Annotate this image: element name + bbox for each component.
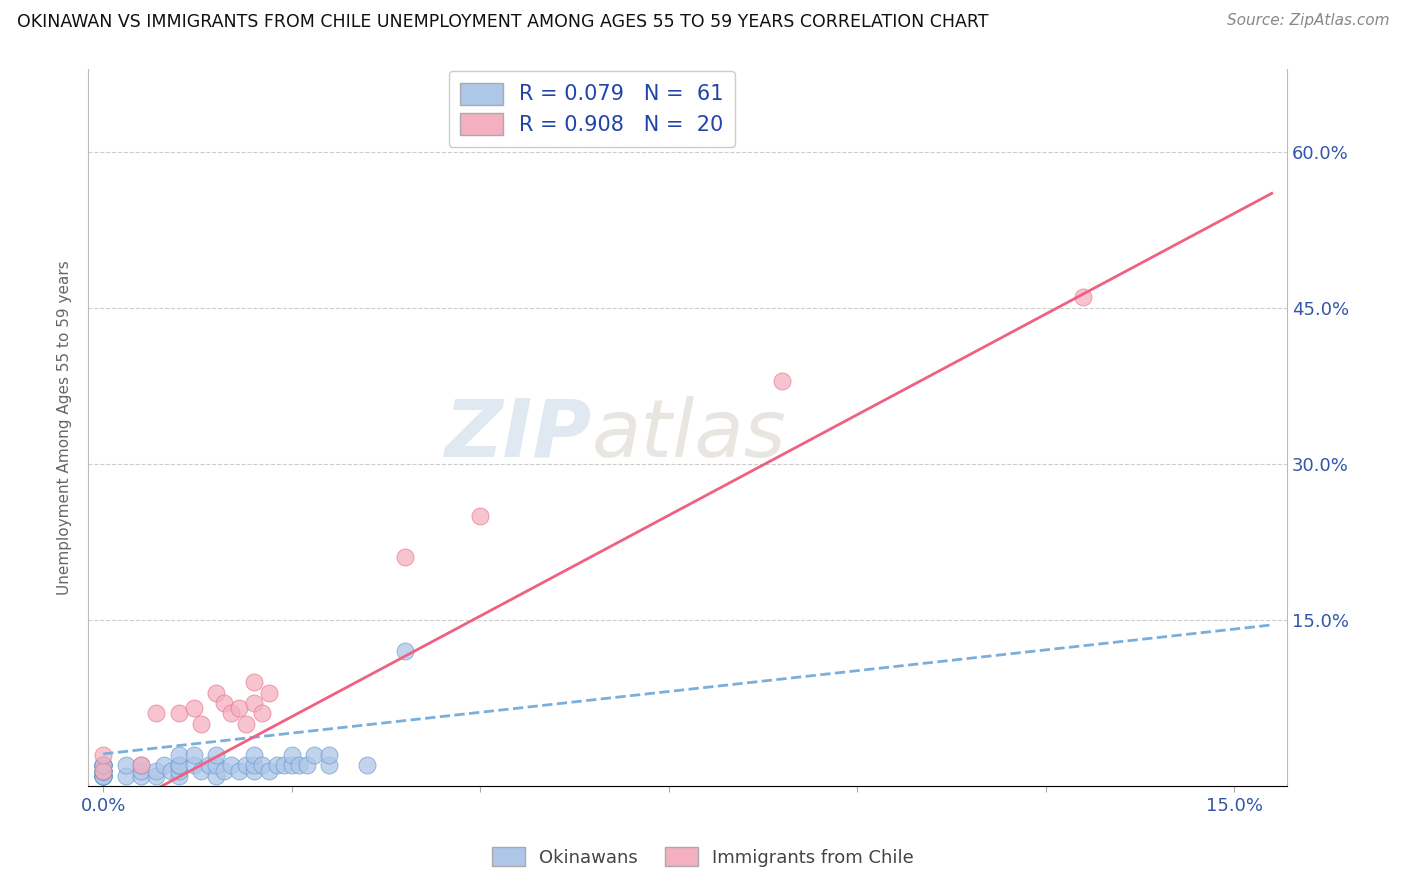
Point: [91, 764, 114, 778]
Point: [250, 758, 273, 772]
Point: [183, 758, 205, 772]
Point: [91, 764, 114, 778]
Point: [280, 758, 302, 772]
Point: [167, 747, 190, 762]
Point: [145, 764, 167, 778]
Point: [356, 758, 378, 772]
Point: [91, 758, 114, 772]
Point: [129, 769, 152, 783]
Point: [318, 747, 340, 762]
Point: [129, 758, 152, 772]
Point: [221, 706, 243, 721]
Point: [167, 758, 190, 772]
Point: [91, 769, 114, 783]
Point: [243, 758, 266, 772]
Point: [235, 758, 257, 772]
Point: [91, 758, 114, 772]
Point: [91, 769, 114, 783]
Point: [167, 706, 190, 721]
Point: [318, 758, 340, 772]
Y-axis label: Unemployment Among Ages 55 to 59 years: Unemployment Among Ages 55 to 59 years: [58, 260, 72, 595]
Text: ZIP: ZIP: [444, 395, 592, 474]
Point: [243, 747, 266, 762]
Point: [280, 747, 302, 762]
Point: [235, 716, 257, 731]
Point: [228, 764, 250, 778]
Point: [212, 696, 235, 710]
Point: [91, 769, 114, 783]
Point: [770, 374, 793, 388]
Point: [115, 758, 138, 772]
Point: [91, 769, 114, 783]
Point: [273, 758, 295, 772]
Point: [91, 764, 114, 778]
Text: OKINAWAN VS IMMIGRANTS FROM CHILE UNEMPLOYMENT AMONG AGES 55 TO 59 YEARS CORRELA: OKINAWAN VS IMMIGRANTS FROM CHILE UNEMPL…: [17, 13, 988, 31]
Point: [91, 764, 114, 778]
Point: [91, 758, 114, 772]
Point: [183, 747, 205, 762]
Text: Source: ZipAtlas.com: Source: ZipAtlas.com: [1226, 13, 1389, 29]
Point: [167, 764, 190, 778]
Point: [91, 747, 114, 762]
Point: [243, 696, 266, 710]
Point: [250, 706, 273, 721]
Point: [212, 764, 235, 778]
Legend: Okinawans, Immigrants from Chile: Okinawans, Immigrants from Chile: [485, 840, 921, 874]
Point: [152, 758, 174, 772]
Point: [91, 758, 114, 772]
Point: [167, 769, 190, 783]
Point: [205, 685, 228, 699]
Point: [91, 764, 114, 778]
Legend: R = 0.079   N =  61, R = 0.908   N =  20: R = 0.079 N = 61, R = 0.908 N = 20: [449, 71, 735, 147]
Point: [183, 701, 205, 715]
Point: [205, 758, 228, 772]
Point: [91, 758, 114, 772]
Point: [394, 550, 416, 565]
Point: [1071, 290, 1094, 304]
Point: [190, 764, 212, 778]
Point: [470, 508, 492, 523]
Point: [91, 769, 114, 783]
Point: [167, 758, 190, 772]
Point: [91, 769, 114, 783]
Point: [115, 769, 138, 783]
Point: [257, 764, 280, 778]
Point: [295, 758, 318, 772]
Point: [205, 747, 228, 762]
Point: [243, 675, 266, 690]
Point: [91, 764, 114, 778]
Point: [91, 758, 114, 772]
Point: [129, 764, 152, 778]
Point: [266, 758, 288, 772]
Point: [197, 758, 219, 772]
Point: [257, 685, 280, 699]
Point: [288, 758, 311, 772]
Point: [243, 764, 266, 778]
Point: [91, 758, 114, 772]
Point: [304, 747, 326, 762]
Point: [221, 758, 243, 772]
Point: [145, 706, 167, 721]
Point: [190, 716, 212, 731]
Point: [205, 769, 228, 783]
Point: [91, 769, 114, 783]
Point: [228, 701, 250, 715]
Text: atlas: atlas: [592, 395, 786, 474]
Point: [91, 769, 114, 783]
Point: [160, 764, 183, 778]
Point: [394, 644, 416, 658]
Point: [129, 758, 152, 772]
Point: [145, 769, 167, 783]
